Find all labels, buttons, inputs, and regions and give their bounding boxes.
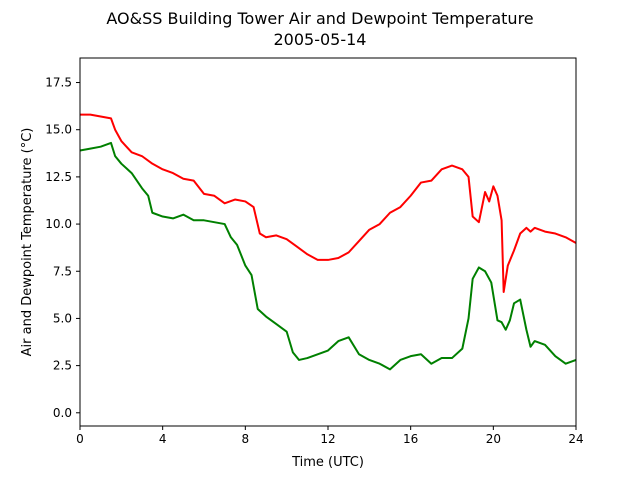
- y-axis-label: Air and Dewpoint Temperature (°C): [20, 128, 35, 357]
- x-tick-label: 24: [568, 432, 583, 446]
- y-tick-label: 5.0: [53, 311, 72, 325]
- y-tick-label: 0.0: [53, 406, 72, 420]
- x-axis: 0 4 8 12 16 20 24: [76, 426, 584, 446]
- x-axis-label: Time (UTC): [291, 455, 364, 470]
- chart-subtitle: 2005-05-14: [274, 30, 367, 49]
- x-tick-label: 20: [486, 432, 501, 446]
- y-axis: 0.0 2.5 5.0 7.5 10.0 12.5 15.0 17.5: [45, 76, 80, 420]
- y-tick-label: 10.0: [45, 217, 72, 231]
- x-tick-label: 16: [403, 432, 418, 446]
- air-temperature-line: [80, 113, 577, 294]
- x-tick-label: 12: [320, 432, 335, 446]
- y-tick-label: 7.5: [53, 264, 72, 278]
- y-tick-label: 17.5: [45, 76, 72, 90]
- series-layer: [79, 113, 577, 371]
- y-tick-label: 12.5: [45, 170, 72, 184]
- dewpoint-temperature-line: [79, 141, 577, 371]
- chart-title: AO&SS Building Tower Air and Dewpoint Te…: [106, 9, 533, 28]
- x-tick-label: 4: [159, 432, 167, 446]
- x-tick-label: 8: [242, 432, 250, 446]
- x-tick-label: 0: [76, 432, 84, 446]
- plot-area: [80, 58, 576, 426]
- plot-background: [80, 58, 576, 426]
- y-tick-label: 15.0: [45, 123, 72, 137]
- y-tick-label: 2.5: [53, 359, 72, 373]
